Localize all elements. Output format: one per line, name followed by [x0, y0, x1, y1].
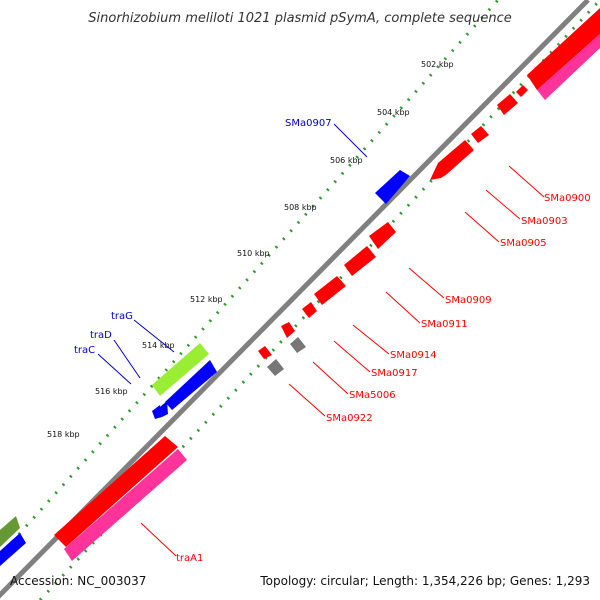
red-arrow — [281, 322, 295, 338]
gene-label-SMa0914: SMa0914 — [390, 350, 437, 361]
gene-label-SMa0917: SMa0917 — [371, 368, 418, 379]
tick-label: 518 kbp — [47, 430, 80, 439]
gene-label-traD: traD — [90, 330, 112, 341]
red-arrow — [369, 222, 396, 249]
leader-traG — [133, 319, 175, 353]
red-arrow — [471, 126, 489, 143]
tick-label: 502 kbp — [421, 60, 454, 69]
gene-label-SMa0911: SMa0911 — [421, 319, 468, 330]
pink-feature-traA1 — [64, 449, 187, 561]
leader-SMa5006 — [312, 361, 349, 395]
leader-traA1 — [140, 522, 177, 557]
topology-summary: Topology: circular; Length: 1,354,226 bp… — [259, 574, 590, 588]
leader-SMa0909 — [408, 267, 445, 299]
gene-label-traA1: traA1 — [176, 553, 203, 564]
olive-feature — [0, 516, 20, 547]
red-arrow — [430, 140, 474, 180]
gene-label-SMa5006: SMa5006 — [349, 390, 396, 401]
tick-label: 514 kbp — [142, 341, 175, 350]
red-arrow — [497, 94, 518, 115]
gene-label-traG: traG — [111, 311, 133, 322]
blue-gene-SMa0907 — [375, 170, 410, 204]
leader-SMa0911 — [385, 291, 421, 324]
leader-SMa0903 — [485, 189, 521, 220]
red-arrow — [344, 246, 376, 276]
leader-SMa0914 — [352, 324, 390, 355]
gene-label-SMa0907: SMa0907 — [285, 118, 332, 129]
tick-label: 516 kbp — [95, 387, 128, 396]
blue-gene-traD — [165, 360, 217, 410]
tick-label: 506 kbp — [330, 156, 363, 165]
gene-label-SMa0900: SMa0900 — [544, 193, 591, 204]
tick-label: 512 kbp — [190, 295, 223, 304]
red-arrow — [516, 85, 528, 97]
blue-gene-traC — [152, 405, 162, 419]
blue-gene-traC-2 — [160, 401, 168, 417]
leader-SMa0900 — [508, 165, 545, 198]
red-feature-top — [527, 8, 600, 90]
accession-text: Accession: NC_003037 — [10, 574, 146, 588]
red-arrow — [302, 302, 317, 318]
grey-feature — [290, 337, 306, 353]
gene-label-SMa0905: SMa0905 — [500, 238, 547, 249]
leader-traC — [97, 353, 132, 385]
red-arrow — [314, 276, 346, 305]
leader-SMa0922 — [288, 383, 326, 417]
red-arrow — [258, 346, 272, 359]
gene-label-SMa0903: SMa0903 — [521, 216, 568, 227]
gene-label-SMa0922: SMa0922 — [326, 413, 373, 424]
tick-label: 504 kbp — [377, 108, 410, 117]
leader-SMa0907 — [333, 123, 368, 158]
tick-label: 510 kbp — [237, 249, 270, 258]
gene-label-SMa0909: SMa0909 — [445, 295, 492, 306]
leader-SMa0917 — [333, 340, 371, 373]
leader-traD — [113, 339, 141, 379]
outer-dotted-ring — [0, 0, 500, 558]
grey-feature — [267, 359, 284, 376]
map-title: Sinorhizobium meliloti 1021 plasmid pSym… — [88, 11, 511, 26]
red-feature-traA1 — [54, 436, 178, 547]
gene-label-traC: traC — [74, 345, 95, 356]
pink-feature-top — [537, 34, 600, 100]
leader-SMa0905 — [464, 211, 500, 243]
tick-label: 508 kbp — [284, 203, 317, 212]
green-feature-traG — [152, 343, 209, 396]
blue-feature-edge — [0, 533, 26, 566]
